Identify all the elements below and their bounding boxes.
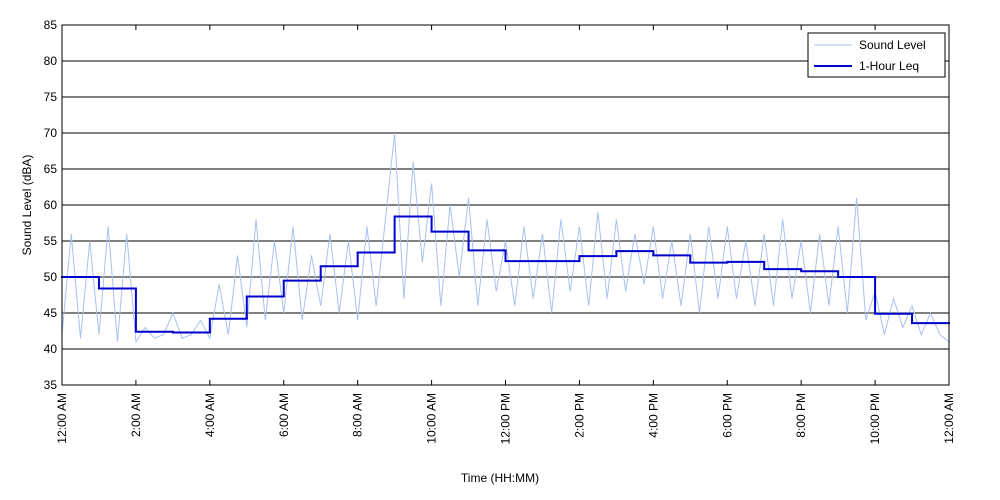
y-tick-label: 60 [44, 198, 58, 212]
x-tick-label: 8:00 AM [351, 393, 365, 437]
x-tick-label: 12:00 AM [55, 393, 69, 444]
legend: Sound Level 1-Hour Leq [807, 32, 946, 78]
y-tick-label: 50 [44, 270, 58, 284]
legend-box [807, 32, 946, 78]
x-tick-label: 12:00 AM [942, 393, 956, 444]
y-tick-label: 55 [44, 234, 58, 248]
x-tick-label: 4:00 AM [203, 393, 217, 437]
y-tick-label: 40 [44, 342, 58, 356]
legend-label: 1-Hour Leq [859, 59, 919, 73]
x-tick-label: 2:00 AM [129, 393, 143, 437]
x-tick-label: 8:00 PM [794, 393, 808, 438]
x-tick-label: 4:00 PM [646, 393, 660, 438]
x-tick-label: 6:00 PM [720, 393, 734, 438]
x-tick-label: 12:00 PM [499, 393, 513, 444]
x-tick-label: 2:00 PM [572, 393, 586, 438]
y-tick-label: 35 [44, 378, 58, 392]
plot-frame [61, 24, 950, 386]
y-tick-label: 70 [44, 126, 58, 140]
y-tick-label: 85 [44, 18, 58, 32]
x-axis-label: Time (HH:MM) [461, 471, 539, 485]
x-tick-label: 10:00 AM [425, 393, 439, 444]
y-axis-label: Sound Level (dBA) [20, 155, 34, 256]
y-tick-label: 65 [44, 162, 58, 176]
x-tick-label: 6:00 AM [277, 393, 291, 437]
legend-label: Sound Level [859, 38, 926, 52]
y-tick-label: 80 [44, 54, 58, 68]
y-tick-label: 45 [44, 306, 58, 320]
y-tick-label: 75 [44, 90, 58, 104]
sound-level-line [61, 132, 950, 344]
x-tick-label: 10:00 PM [868, 393, 882, 444]
